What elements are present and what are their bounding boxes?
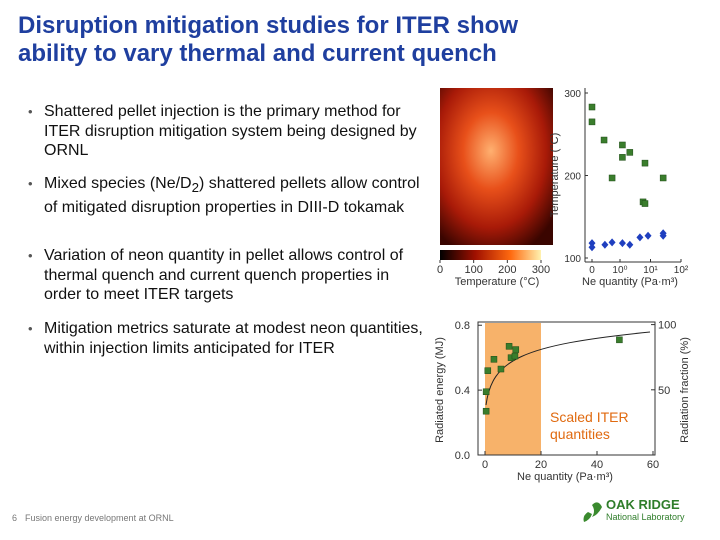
point — [618, 239, 626, 248]
colorbar-tick-label: 0 — [437, 264, 443, 276]
x-tick-label: 0 — [589, 265, 595, 276]
x-tick-label: 0 — [482, 459, 488, 471]
point — [641, 159, 649, 167]
x-tick-label: 60 — [647, 459, 659, 471]
title-line: ability to vary thermal and current quen… — [18, 40, 497, 67]
y2-tick-label: 50 — [658, 385, 670, 397]
point — [484, 367, 492, 374]
point — [482, 407, 490, 415]
colorbar-label: Temperature (°C) — [455, 276, 539, 288]
y-tick-label: 0.4 — [455, 385, 470, 397]
y-tick-label: 0.8 — [455, 320, 470, 332]
y-tick-label: 200 — [564, 172, 581, 183]
fit-curve — [485, 331, 651, 406]
colorbar — [440, 250, 541, 260]
y2-tick-label: 100 — [658, 320, 676, 332]
title-line: Disruption mitigation studies for ITER s… — [18, 12, 519, 39]
y-tick-label: 300 — [564, 89, 581, 100]
x-tick-label: 10¹ — [643, 265, 658, 276]
camera-image — [440, 88, 553, 245]
logo-leaf — [583, 502, 602, 522]
point — [644, 231, 652, 240]
bullet-text: Variation of neon quantity in pellet all… — [44, 247, 404, 303]
point — [588, 118, 596, 126]
point — [659, 174, 667, 182]
y-axis-label: Temperature (°C) — [549, 133, 561, 217]
x-axis-label: Ne quantity (Pa·m³) — [582, 276, 678, 288]
point — [659, 231, 667, 240]
point — [482, 388, 490, 395]
point — [490, 356, 498, 363]
point — [588, 239, 596, 248]
colorbar-tick-label: 300 — [532, 264, 550, 276]
bullet-text: ) shattered pellets allow control of mit… — [44, 175, 420, 216]
point — [619, 141, 626, 149]
point — [511, 352, 519, 360]
point — [641, 200, 649, 207]
colorbar-tick-label: 100 — [464, 264, 482, 276]
subscript: 2 — [191, 180, 200, 196]
y-axis-label: Radiated energy (MJ) — [434, 337, 446, 443]
point — [601, 240, 609, 249]
colorbar-tick-label: 200 — [498, 264, 516, 276]
bullet: Shattered pellet injection is the primar… — [28, 102, 429, 161]
point — [636, 233, 644, 242]
x-tick-label: 10⁰ — [612, 265, 627, 276]
bullet: Mitigation metrics saturate at modest ne… — [28, 319, 429, 358]
x-tick-label: 20 — [535, 459, 547, 471]
y2-axis-label: Radiation fraction (%) — [679, 337, 691, 443]
logo-name: OAK RIDGE — [606, 497, 680, 512]
point — [512, 346, 520, 353]
point — [619, 154, 626, 161]
highlight-label: Scaled ITER — [550, 409, 629, 425]
point — [497, 365, 505, 373]
page-number: 6 — [12, 513, 17, 523]
x-axis-label: Ne quantity (Pa·m³) — [517, 471, 613, 483]
x-tick-label: 40 — [591, 459, 603, 471]
highlight-band — [485, 323, 541, 455]
point — [505, 343, 513, 350]
bullet: Mixed species (Ne/D2) shattered pellets … — [28, 174, 429, 217]
bullet-text: Shattered pellet injection is the primar… — [44, 103, 417, 159]
plot-frame — [477, 321, 656, 456]
bullet: Variation of neon quantity in pellet all… — [28, 246, 429, 305]
bullet-text: Mitigation metrics saturate at modest ne… — [44, 320, 423, 357]
logo-sub: National Laboratory — [606, 512, 685, 522]
point — [626, 240, 634, 249]
bullet-text: Mixed species (Ne/D — [44, 175, 192, 192]
y-tick-label: 100 — [564, 254, 581, 265]
point — [626, 149, 634, 156]
x-tick-label: 10² — [674, 265, 689, 276]
point — [588, 103, 596, 111]
point — [600, 136, 608, 144]
point — [616, 336, 623, 344]
point — [608, 238, 616, 247]
footer-text: Fusion energy development at ORNL — [25, 513, 174, 523]
y-tick-label: 0.0 — [455, 450, 470, 462]
point — [608, 174, 616, 182]
highlight-label: quantities — [550, 426, 610, 442]
slide-title: Disruption mitigation studies for ITER s… — [18, 12, 518, 68]
point — [588, 243, 596, 252]
